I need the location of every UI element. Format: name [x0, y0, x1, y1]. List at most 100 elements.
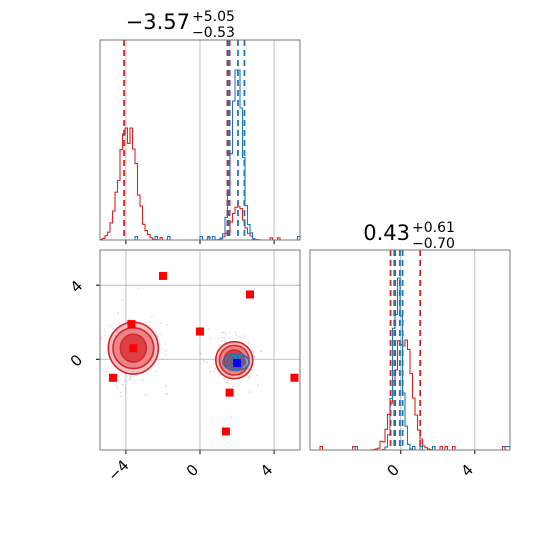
- scatter-point: [223, 377, 226, 380]
- scatter-point: [155, 370, 158, 373]
- scatter-point: [158, 333, 161, 336]
- scatter-point: [150, 315, 153, 318]
- scatter-point: [115, 384, 118, 387]
- scatter-point: [129, 318, 131, 321]
- red-marker: [108, 373, 117, 382]
- scatter-point: [164, 393, 167, 396]
- scatter-point: [129, 376, 132, 379]
- scatter-point: [164, 343, 167, 346]
- scatter-point: [209, 337, 211, 339]
- scatter-point: [103, 334, 106, 337]
- title-p2-plus: +0.61: [412, 220, 455, 236]
- scatter-point: [141, 378, 144, 381]
- scatter-point: [149, 321, 151, 324]
- red-marker: [158, 271, 167, 280]
- scatter-point: [243, 335, 246, 337]
- scatter-point: [218, 344, 221, 347]
- red-marker: [196, 327, 204, 336]
- scatter-point: [226, 381, 228, 384]
- scatter-point: [137, 287, 140, 290]
- scatter-point: [166, 323, 169, 326]
- scatter-point: [238, 336, 241, 339]
- tick-label-p2-4: 4: [458, 461, 477, 480]
- joint-p1-p2-panel: [52, 249, 301, 454]
- scatter-point: [253, 355, 255, 358]
- scatter-point: [256, 374, 258, 377]
- scatter-point: [122, 299, 125, 302]
- title-p1-minus: −0.53: [192, 25, 235, 41]
- scatter-point: [209, 370, 212, 373]
- scatter-point: [104, 370, 107, 373]
- scatter-point: [220, 331, 223, 334]
- scatter-point: [116, 387, 119, 390]
- scatter-point: [160, 322, 163, 324]
- series-red-hist-p2: [310, 339, 510, 451]
- scatter-point: [213, 367, 216, 370]
- scatter-point: [229, 332, 232, 334]
- scatter-point: [249, 375, 251, 378]
- scatter-point: [124, 387, 127, 390]
- scatter-point: [119, 391, 122, 394]
- title-p2: 0.43: [363, 221, 410, 245]
- tick-label-left-4: 4: [67, 277, 86, 296]
- scatter-point: [222, 331, 225, 334]
- scatter-point: [118, 323, 121, 326]
- tick-label-p2-0: 0: [383, 461, 402, 480]
- scatter-point: [128, 378, 131, 381]
- tick-label-p1-m4: −4: [104, 456, 132, 484]
- scatter-point: [203, 360, 205, 362]
- blue-contour-1: [225, 355, 247, 369]
- histogram-p2-panel: [309, 249, 511, 454]
- title-p2-minus: −0.70: [412, 236, 455, 252]
- scatter-point: [225, 333, 227, 335]
- scatter-point: [234, 334, 237, 336]
- scatter-point: [230, 415, 233, 418]
- red-marker: [246, 290, 254, 299]
- scatter-point: [155, 331, 158, 333]
- scatter-point: [220, 336, 223, 339]
- scatter-point: [241, 337, 244, 340]
- scatter-point: [119, 395, 122, 398]
- truth-marker: [233, 358, 242, 367]
- scatter-point: [214, 368, 217, 371]
- scatter-point: [217, 337, 220, 340]
- scatter-point: [123, 380, 126, 382]
- scatter-point: [52, 395, 54, 397]
- scatter-point: [122, 383, 124, 386]
- scatter-point: [97, 362, 99, 364]
- blue-contour-0: [222, 352, 250, 372]
- joint-content: [52, 271, 299, 436]
- scatter-point: [248, 391, 251, 394]
- scatter-point: [213, 357, 215, 360]
- scatter-point: [165, 384, 168, 387]
- scatter-point: [166, 392, 169, 395]
- scatter-point: [234, 331, 237, 334]
- scatter-point: [163, 349, 166, 351]
- scatter-point: [277, 361, 279, 364]
- scatter-point: [161, 358, 164, 360]
- scatter-point: [206, 361, 208, 364]
- scatter-point: [200, 352, 203, 355]
- tick-label-p1-4: 4: [257, 461, 276, 480]
- scatter-point: [247, 341, 250, 344]
- scatter-point: [109, 324, 111, 327]
- scatter-point: [219, 373, 222, 376]
- scatter-point: [97, 310, 99, 312]
- scatter-point: [156, 335, 159, 338]
- panel-frame: [99, 249, 301, 451]
- tick-label-p1-0: 0: [183, 461, 202, 480]
- title-p1: −3.57: [126, 10, 190, 34]
- red-marker: [129, 344, 138, 353]
- red-marker: [127, 320, 136, 329]
- scatter-point: [223, 336, 225, 339]
- scatter-point: [103, 330, 106, 332]
- scatter-point: [227, 379, 229, 382]
- scatter-point: [95, 325, 97, 327]
- panel-frame: [309, 249, 511, 451]
- scatter-point: [121, 320, 124, 323]
- histogram-p1-panel: [99, 39, 301, 244]
- scatter-point: [221, 340, 224, 342]
- scatter-point: [144, 393, 147, 396]
- red-marker: [290, 373, 299, 382]
